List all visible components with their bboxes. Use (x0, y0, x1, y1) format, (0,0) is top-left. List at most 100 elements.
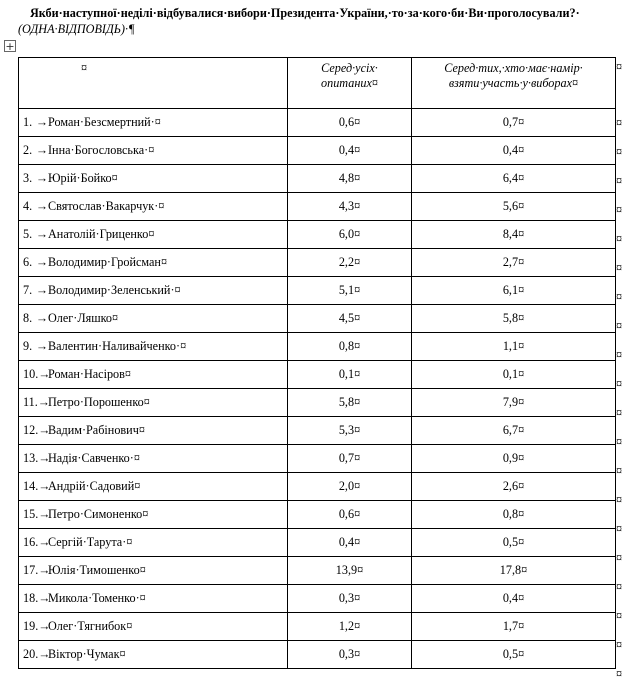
participants-value-cell[interactable]: 0,7¤ (411, 108, 616, 137)
question-paragraph[interactable]: Якби·наступної·неділі·відбувалися·вибори… (18, 6, 614, 37)
candidate-name: Андрій·Садовий (48, 479, 135, 493)
value: 0,4 (338, 143, 355, 157)
candidate-name-cell[interactable]: 15. → Петро·Симоненко¤ (18, 500, 288, 529)
end-of-cell-mark: ¤ (518, 507, 525, 521)
participants-value-cell[interactable]: 0,1¤ (411, 360, 616, 389)
participants-value-cell[interactable]: 0,5¤ (411, 640, 616, 669)
all-respondents-value-cell[interactable]: 0,6¤ (287, 500, 412, 529)
end-of-cell-mark: ¤ (158, 199, 165, 213)
all-respondents-value-cell[interactable]: 5,3¤ (287, 416, 412, 445)
candidate-name-cell[interactable]: 20. → Віктор·Чумак¤ (18, 640, 288, 669)
candidate-name-cell[interactable]: 3. → Юрій·Бойко¤ (18, 164, 288, 193)
candidate-name-cell[interactable]: 19. → Олег·Тягнибок¤ (18, 612, 288, 641)
candidate-name-cell[interactable]: 8. → Олег·Ляшко¤ (18, 304, 288, 333)
participants-value-cell[interactable]: 7,9¤ (411, 388, 616, 417)
all-respondents-value-cell[interactable]: 13,9¤ (287, 556, 412, 585)
all-respondents-value-cell[interactable]: 0,4¤ (287, 136, 412, 165)
participants-value-cell[interactable]: 1,1¤ (411, 332, 616, 361)
participants-value-cell[interactable]: 5,8¤ (411, 304, 616, 333)
candidate-name-cell[interactable]: 17. → Юлія·Тимошенко¤ (18, 556, 288, 585)
value: 0,9 (502, 451, 519, 465)
all-respondents-value-cell[interactable]: 4,8¤ (287, 164, 412, 193)
row-number-and-tab: 12. → (23, 423, 50, 438)
candidate-name-cell[interactable]: 13. → Надія·Савченко·¤ (18, 444, 288, 473)
header-cell-all-respondents[interactable]: Серед·усіх· опитаних¤ (287, 57, 412, 109)
participants-value-cell[interactable]: 5,6¤ (411, 192, 616, 221)
all-respondents-value-cell[interactable]: 4,5¤ (287, 304, 412, 333)
end-of-cell-mark: ¤ (112, 311, 119, 325)
end-of-cell-mark: ¤ (139, 563, 146, 577)
all-respondents-value-cell[interactable]: 0,1¤ (287, 360, 412, 389)
value: 0,1 (502, 367, 519, 381)
header-line: взяти·участь·у·виборах¤ (413, 76, 614, 91)
end-of-cell-mark: ¤ (354, 507, 361, 521)
row-number-and-tab: 1. → (23, 115, 48, 130)
header-cell-candidates[interactable]: ¤ (18, 57, 288, 109)
participants-value-cell[interactable]: 8,4¤ (411, 220, 616, 249)
candidate-name-cell[interactable]: 9. → Валентин·Наливайченко·¤ (18, 332, 288, 361)
end-of-cell-mark: ¤ (518, 367, 525, 381)
end-of-row-mark: ¤ (616, 377, 622, 391)
participants-value-cell[interactable]: 6,4¤ (411, 164, 616, 193)
candidate-name: Петро·Симоненко (48, 507, 143, 521)
candidate-name-cell[interactable]: 4. → Святослав·Вакарчук·¤ (18, 192, 288, 221)
participants-value-cell[interactable]: 17,8¤ (411, 556, 616, 585)
all-respondents-value-cell[interactable]: 1,2¤ (287, 612, 412, 641)
all-respondents-value-cell[interactable]: 0,3¤ (287, 640, 412, 669)
participants-value-cell[interactable]: 0,4¤ (411, 136, 616, 165)
all-respondents-value-cell[interactable]: 6,0¤ (287, 220, 412, 249)
candidate-name: Роман·Безсмертний· (48, 115, 155, 129)
participants-value-cell[interactable]: 6,1¤ (411, 276, 616, 305)
candidate-name-cell[interactable]: 6. → Володимир·Гройсман¤ (18, 248, 288, 277)
participants-value-cell[interactable]: 2,6¤ (411, 472, 616, 501)
participants-value-cell[interactable]: 0,4¤ (411, 584, 616, 613)
all-respondents-value-cell[interactable]: 0,6¤ (287, 108, 412, 137)
candidate-name-cell[interactable]: 1. → Роман·Безсмертний·¤ (18, 108, 288, 137)
table-move-handle[interactable]: + (4, 40, 16, 52)
all-respondents-value-cell[interactable]: 4,3¤ (287, 192, 412, 221)
candidate-name: Валентин·Наливайченко· (48, 339, 181, 353)
participants-value-cell[interactable]: 0,5¤ (411, 528, 616, 557)
all-respondents-value-cell[interactable]: 5,8¤ (287, 388, 412, 417)
candidate-name-cell[interactable]: 14. → Андрій·Садовий¤ (18, 472, 288, 501)
end-of-row-mark: ¤ (616, 290, 622, 304)
end-of-cell-mark: ¤ (518, 535, 525, 549)
all-respondents-value-cell[interactable]: 0,4¤ (287, 528, 412, 557)
row-number-and-tab: 9. → (23, 339, 48, 354)
all-respondents-value-cell[interactable]: 5,1¤ (287, 276, 412, 305)
all-respondents-value-cell[interactable]: 0,8¤ (287, 332, 412, 361)
header-cell-participants[interactable]: Серед·тих,·хто·має·намір· взяти·участь·у… (411, 57, 616, 109)
participants-value-cell[interactable]: 6,7¤ (411, 416, 616, 445)
participants-value-cell[interactable]: 0,8¤ (411, 500, 616, 529)
end-of-row-mark: ¤ (616, 145, 622, 159)
candidate-name-cell[interactable]: 16. → Сергій·Тарута·¤ (18, 528, 288, 557)
all-respondents-value-cell[interactable]: 0,3¤ (287, 584, 412, 613)
end-of-row-mark: ¤ (616, 580, 622, 594)
survey-results-table: ¤ Серед·усіх· опитаних¤ Серед·тих,·хто·м… (18, 57, 616, 669)
participants-value-cell[interactable]: 2,7¤ (411, 248, 616, 277)
end-of-cell-mark: ¤ (148, 227, 155, 241)
all-respondents-value-cell[interactable]: 2,0¤ (287, 472, 412, 501)
value: 4,3 (338, 199, 355, 213)
row-number-and-tab: 18. → (23, 591, 50, 606)
candidate-name-cell[interactable]: 10. → Роман·Насіров¤ (18, 360, 288, 389)
end-of-row-mark: ¤ (616, 232, 622, 246)
value: 4,5 (338, 311, 355, 325)
candidate-name-cell[interactable]: 2. → Інна·Богословська·¤ (18, 136, 288, 165)
value: 0,6 (338, 115, 355, 129)
candidate-row: 9. → Валентин·Наливайченко·¤ 0,8¤ 1,1¤ (18, 332, 616, 361)
all-respondents-value-cell[interactable]: 2,2¤ (287, 248, 412, 277)
candidate-name-cell[interactable]: 18. → Микола·Томенко·¤ (18, 584, 288, 613)
end-of-row-mark: ¤ (616, 609, 622, 623)
end-of-cell-mark: ¤ (518, 339, 525, 353)
participants-value-cell[interactable]: 0,9¤ (411, 444, 616, 473)
candidate-name-cell[interactable]: 11. → Петро·Порошенко¤ (18, 388, 288, 417)
candidate-name-cell[interactable]: 5. → Анатолій·Гриценко¤ (18, 220, 288, 249)
all-respondents-value-cell[interactable]: 0,7¤ (287, 444, 412, 473)
header-text: Серед·усіх· (321, 61, 378, 75)
row-number-and-tab: 15. → (23, 507, 50, 522)
participants-value-cell[interactable]: 1,7¤ (411, 612, 616, 641)
candidate-name-cell[interactable]: 7. → Володимир·Зеленський·¤ (18, 276, 288, 305)
row-number: 3. (23, 171, 33, 185)
candidate-name-cell[interactable]: 12. → Вадим·Рабінович¤ (18, 416, 288, 445)
